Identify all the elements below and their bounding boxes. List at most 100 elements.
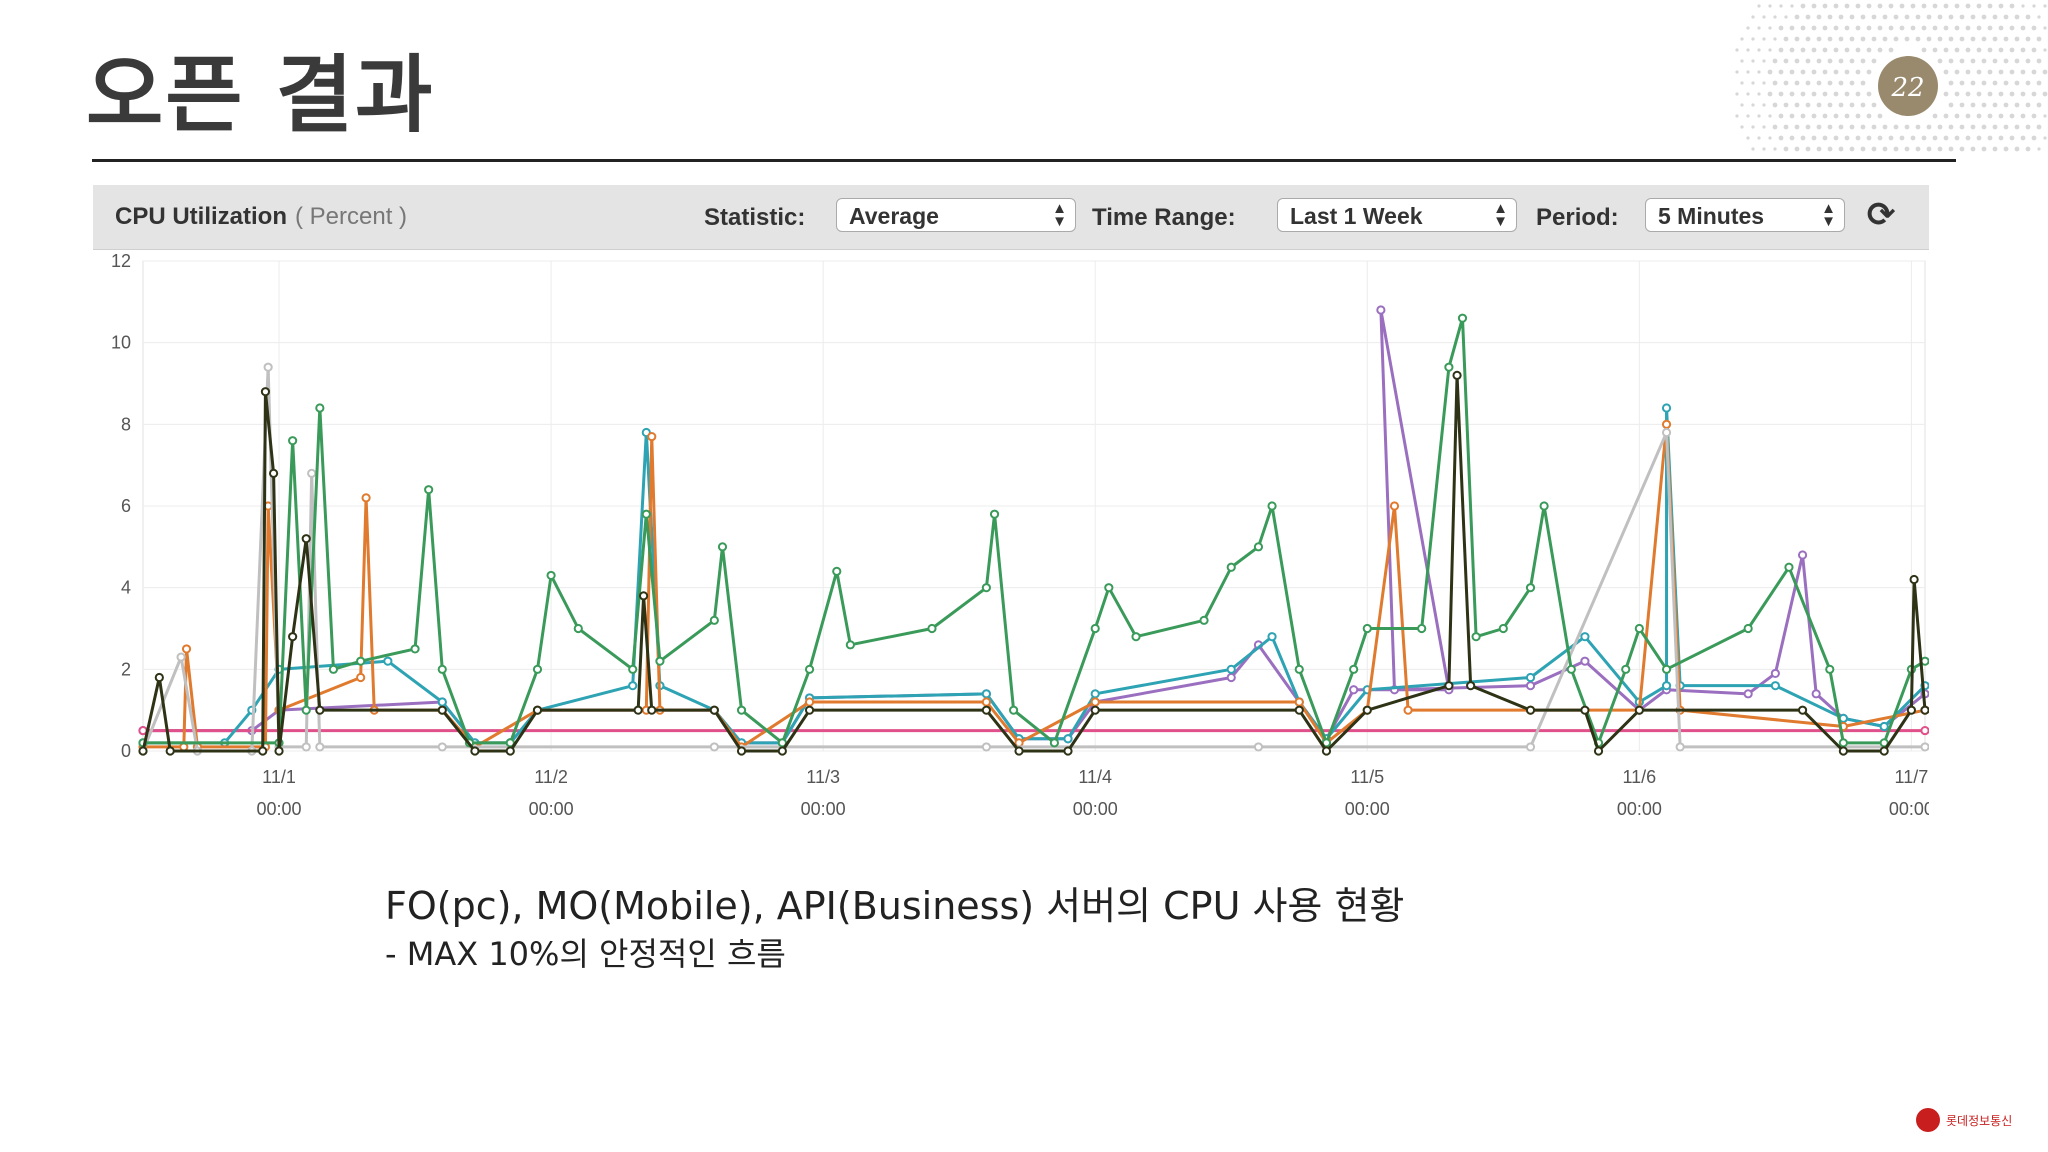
data-point — [1199, 615, 1209, 625]
time-range-value: Last 1 Week — [1290, 203, 1423, 229]
slide-title: 오픈 결과 — [86, 46, 435, 144]
period-value: 5 Minutes — [1658, 203, 1765, 229]
data-point — [1838, 738, 1848, 748]
data-point — [179, 742, 189, 752]
data-point — [628, 664, 638, 674]
data-point — [736, 705, 747, 715]
metric-unit: ( Percent ) — [295, 203, 408, 230]
y-tick-label: 12 — [111, 253, 131, 271]
data-point — [1349, 685, 1359, 695]
data-point — [1580, 656, 1590, 666]
statistic-value: Average — [849, 203, 939, 229]
data-point — [315, 705, 325, 715]
data-point — [1104, 583, 1114, 593]
data-point — [1661, 664, 1672, 674]
y-tick-label: 8 — [121, 414, 131, 434]
data-point — [1525, 705, 1536, 715]
data-point — [1661, 419, 1672, 429]
updown-arrow-icon: ▲ ▼ — [1493, 200, 1508, 230]
data-point — [1226, 562, 1236, 572]
data-point — [268, 468, 279, 478]
data-point — [1743, 623, 1753, 634]
data-point — [736, 746, 747, 756]
data-point — [356, 656, 366, 666]
data-point — [981, 583, 991, 593]
data-point — [1621, 664, 1631, 674]
x-tick-time: 00:00 — [257, 799, 302, 819]
data-point — [981, 705, 991, 715]
data-point — [804, 664, 815, 674]
data-point — [1797, 705, 1808, 715]
y-tick-label: 6 — [121, 496, 131, 516]
data-point — [1675, 742, 1685, 752]
data-point — [274, 746, 284, 756]
x-tick-time: 00:00 — [529, 799, 574, 819]
data-point — [165, 746, 175, 756]
metric-title: CPU Utilization ( Percent ) — [115, 203, 407, 231]
time-range-select[interactable]: Last 1 Week ▲ ▼ — [1277, 198, 1517, 232]
data-point — [1539, 501, 1549, 511]
data-point — [301, 742, 311, 752]
data-point — [717, 542, 728, 552]
updown-arrow-icon: ▲ ▼ — [1821, 200, 1836, 230]
data-point — [1090, 705, 1100, 715]
series-6 — [138, 370, 1929, 756]
data-point — [655, 656, 665, 666]
data-point — [1444, 681, 1454, 691]
data-point — [628, 681, 638, 691]
data-point — [301, 534, 311, 544]
data-point — [1267, 632, 1277, 642]
data-point — [1417, 623, 1427, 634]
data-point — [1090, 623, 1100, 634]
data-point — [1879, 721, 1889, 732]
data-point — [1008, 705, 1019, 715]
data-point — [1661, 681, 1672, 691]
data-point — [1014, 738, 1024, 748]
x-tick-date: 11/1 — [262, 767, 296, 787]
x-tick-time: 00:00 — [801, 799, 846, 819]
data-point — [315, 403, 325, 413]
data-point — [1063, 746, 1073, 756]
data-point — [1049, 738, 1060, 748]
data-point — [437, 742, 447, 752]
data-point — [176, 652, 186, 662]
data-point — [1797, 550, 1808, 560]
data-point — [845, 640, 855, 650]
x-tick-time: 00:00 — [1617, 799, 1662, 819]
data-point — [1294, 664, 1304, 674]
data-point — [1920, 705, 1929, 715]
data-point — [437, 705, 447, 715]
data-point — [546, 570, 556, 581]
data-point — [1362, 623, 1372, 634]
data-point — [1063, 734, 1073, 744]
data-point — [1131, 632, 1141, 642]
data-point — [1634, 623, 1644, 634]
data-point — [1294, 697, 1304, 707]
cpu-chart: 0 2 4 6 8 10 12 11/1 00:00 11/2 00:00 11/3 00:00 11/… — [111, 253, 1929, 819]
period-select[interactable]: 5 Minutes ▲ ▼ — [1645, 198, 1845, 232]
data-point — [505, 746, 515, 756]
data-point — [410, 644, 420, 654]
x-tick-date: 11/6 — [1622, 767, 1656, 787]
y-tick-label: 2 — [121, 659, 131, 679]
data-point — [1466, 681, 1476, 691]
data-point — [1226, 672, 1236, 683]
x-tick-date: 11/3 — [806, 767, 840, 787]
data-point — [1838, 713, 1848, 723]
data-point — [647, 431, 657, 442]
title-divider — [92, 159, 1956, 162]
company-logo: 롯데정보통신 — [1916, 1108, 2016, 1132]
data-point — [832, 566, 842, 576]
data-point — [1376, 305, 1386, 315]
data-point — [1811, 689, 1821, 699]
data-point — [989, 509, 1000, 519]
data-point — [1294, 705, 1304, 715]
period-label: Period: — [1536, 204, 1619, 231]
data-point — [1498, 623, 1508, 634]
data-point — [356, 672, 366, 683]
data-point — [1661, 403, 1672, 413]
refresh-icon[interactable]: ⟳ — [1866, 195, 1896, 235]
data-point — [301, 705, 311, 715]
statistic-select[interactable]: Average ▲ ▼ — [836, 198, 1076, 232]
data-point — [263, 362, 273, 372]
